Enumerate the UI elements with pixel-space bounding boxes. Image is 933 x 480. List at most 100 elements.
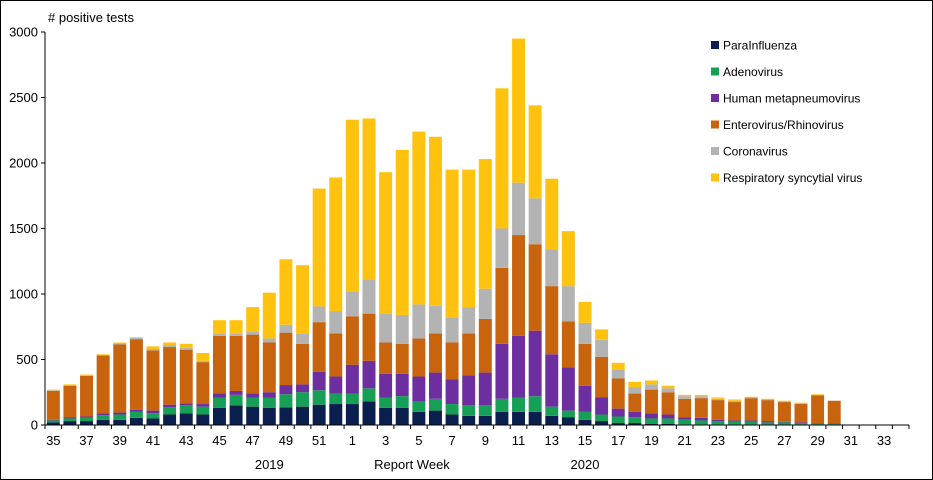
bar-segment (246, 334, 260, 394)
x-tick-label: 27 (777, 433, 791, 448)
bar-segment (163, 345, 177, 348)
bar-segment (196, 352, 210, 361)
bar-segment (761, 398, 775, 400)
bar-segment (229, 405, 243, 425)
bar-segment (512, 38, 526, 183)
bar-segment (412, 411, 426, 425)
legend: ParaInfluenza Adenovirus Human metapneumov… (711, 39, 862, 185)
bar-segment (445, 404, 459, 415)
bar-segment (811, 423, 825, 424)
bar-segment (661, 388, 675, 393)
bar-segment (262, 338, 276, 343)
bar-segment (146, 349, 160, 351)
bar-segment (113, 342, 127, 344)
bar-segment (628, 411, 642, 418)
y-tick-label: 2000 (9, 156, 38, 171)
bar-segment (644, 418, 658, 424)
bar-segment (129, 339, 143, 410)
bar-segment (163, 342, 177, 346)
bar-segment (495, 267, 509, 344)
bar-segment (644, 413, 658, 419)
legend-swatch (711, 67, 719, 76)
bar-segment (744, 396, 758, 398)
bar-segment (512, 182, 526, 236)
bar-segment (595, 414, 609, 422)
bar-segment (362, 118, 376, 280)
bar-segment (777, 401, 791, 403)
bar-segment (63, 384, 77, 386)
bar-segment (379, 313, 393, 343)
legend-label: Human metapneumovirus (723, 92, 860, 106)
bar-segment (661, 385, 675, 389)
bar-segment (63, 385, 77, 418)
bar-segment (545, 286, 559, 355)
bar-segment (794, 403, 808, 405)
x-tick-label: 3 (382, 433, 389, 448)
bar-segment (113, 414, 127, 420)
bar-segment (46, 420, 60, 423)
y-tick-label: 1000 (9, 287, 38, 302)
bar-segment (246, 331, 260, 335)
bar-segment (761, 421, 775, 423)
bar-segment (279, 407, 293, 425)
bar-segment (279, 385, 293, 395)
bar-segment (229, 335, 243, 391)
bar-segment (296, 384, 310, 393)
y-tick-label: 3000 (9, 25, 38, 40)
bar-segment (229, 333, 243, 336)
x-tick-label: 47 (245, 433, 259, 448)
bar-segment (561, 321, 575, 368)
bar-segment (179, 403, 193, 406)
bar-segment (794, 422, 808, 424)
bar-segment (794, 402, 808, 404)
bar-segment (379, 407, 393, 425)
bar-segment (196, 404, 210, 407)
bar-segment (512, 411, 526, 425)
bar-segment (329, 311, 343, 334)
bar-segment (512, 397, 526, 412)
bar-segment (96, 415, 110, 420)
bar-segment (46, 389, 60, 391)
bar-segment (296, 333, 310, 344)
bar-segment (96, 355, 110, 414)
bar-segment (578, 322, 592, 344)
bar-segment (611, 369, 625, 379)
bar-segment (428, 305, 442, 334)
bar-segment (196, 362, 210, 405)
bar-segment (661, 392, 675, 415)
bar-segment (212, 333, 226, 336)
bar-segment (462, 405, 476, 416)
bar-segment (179, 349, 193, 404)
bar-segment (80, 375, 94, 417)
bar-segment (478, 288, 492, 319)
x-tick-label: 5 (415, 433, 422, 448)
bar-segment (46, 422, 60, 425)
bar-segment (345, 364, 359, 394)
x-tick-label: 37 (79, 433, 93, 448)
bar-segment (644, 423, 658, 425)
bar-segment (728, 400, 742, 403)
bar-segment (129, 411, 143, 418)
bar-segment (262, 397, 276, 408)
bar-segment (212, 393, 226, 398)
bar-segment (811, 394, 825, 396)
x-tick-label: 9 (482, 433, 489, 448)
bar-segment (644, 380, 658, 385)
bar-segment (495, 228, 509, 268)
x-tick-label: 35 (46, 433, 60, 448)
bar-segment (163, 407, 177, 415)
bar-segment (694, 394, 708, 397)
bar-segment (744, 420, 758, 422)
bar-segment (212, 397, 226, 408)
bar-segment (412, 131, 426, 305)
bar-segment (212, 335, 226, 394)
bar-segment (644, 389, 658, 414)
bar-segment (113, 343, 127, 345)
bar-segment (728, 420, 742, 422)
legend-swatch (711, 41, 719, 49)
bar-segment (428, 372, 442, 399)
bar-segment (528, 198, 542, 245)
bar-segment (578, 385, 592, 412)
bar-segment (711, 421, 725, 425)
bar-segment (595, 339, 609, 357)
